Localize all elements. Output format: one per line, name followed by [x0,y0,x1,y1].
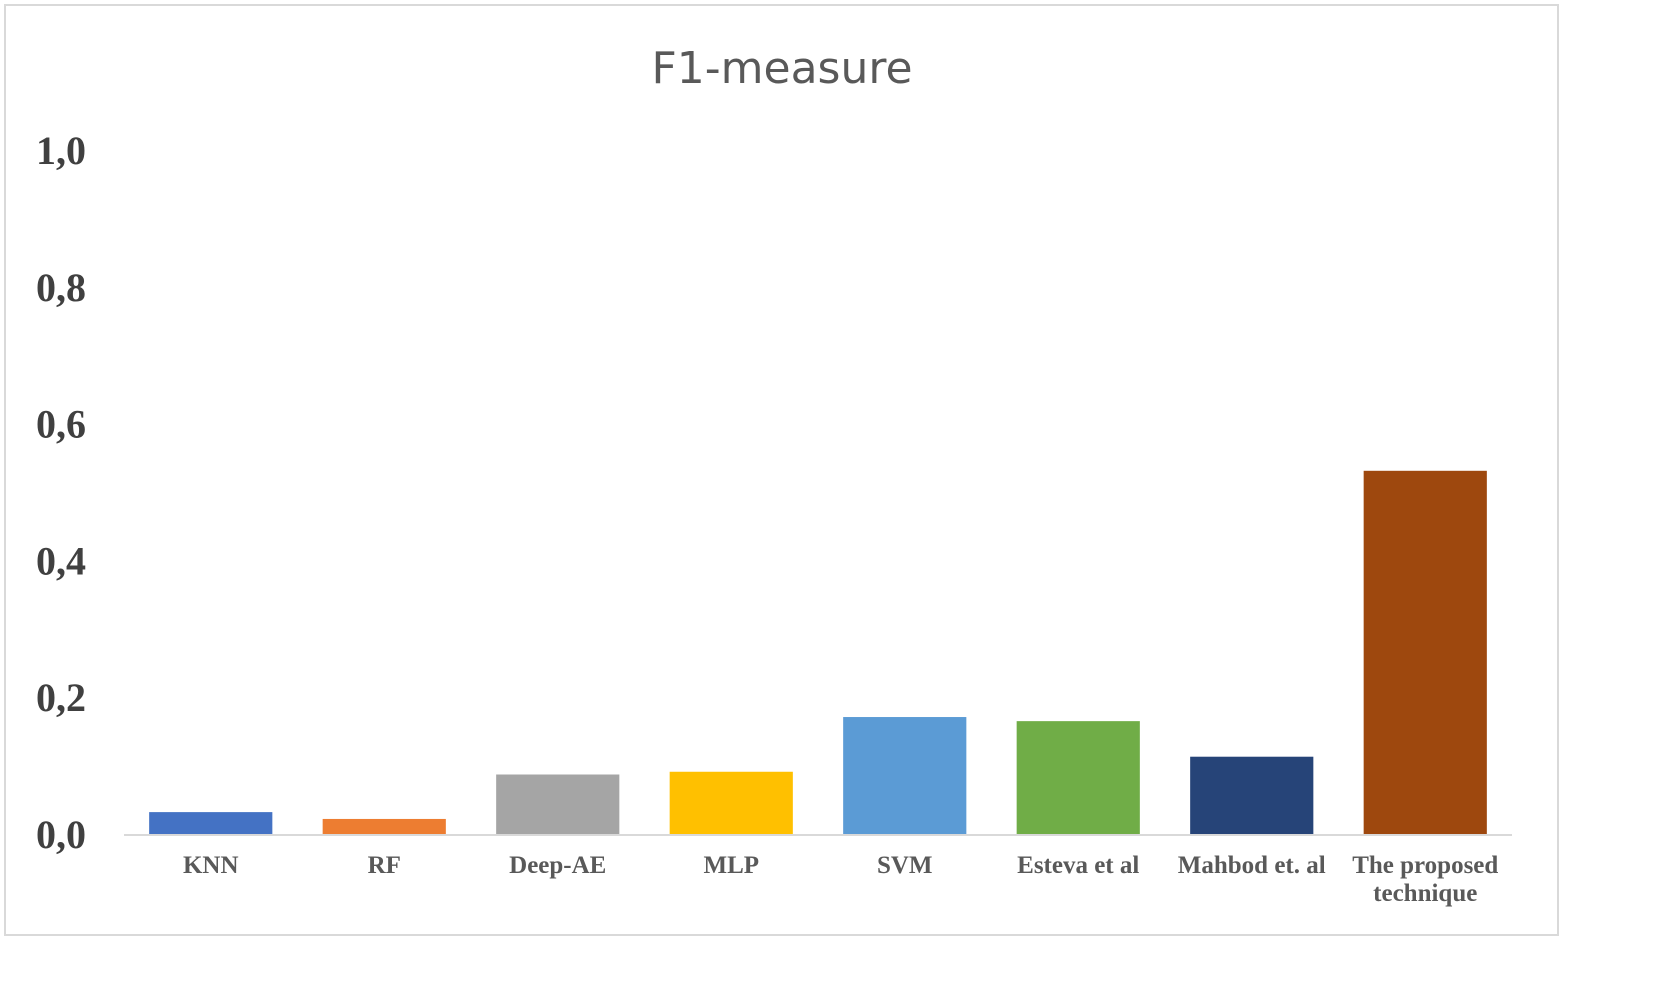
bar-the-proposed-technique [1363,470,1487,834]
y-tick-label: 0,4 [36,538,86,583]
x-tick-label: MLP [703,852,759,879]
bar-deep-ae [496,774,620,834]
bar-mahbod-et-al [1190,756,1314,834]
x-tick-label: Mahbod et. al [1178,852,1326,879]
y-tick-label: 0,8 [36,265,86,310]
y-tick-label: 0,0 [36,812,86,857]
x-tick-label: Deep-AE [509,852,606,879]
x-tick-label: KNN [183,852,239,879]
bar-knn [149,812,273,834]
bar-esteva-et-al [1016,721,1140,834]
y-axis-ticks: 0,0 0,2 0,4 0,6 0,8 1,0 [36,128,86,857]
y-tick-label: 1,0 [36,128,86,173]
bar-mlp [669,771,793,834]
y-tick-label: 0,6 [36,402,86,447]
chart-title: F1-measure [651,43,912,94]
bar-svm [843,717,967,834]
x-axis-labels: KNN RF Deep-AE MLP SVM Esteva et al Mahbod et.… [183,852,1498,907]
x-tick-label: Esteva et al [1017,852,1139,879]
x-tick-label: RF [368,852,401,879]
x-tick-label: The proposed [1352,852,1498,879]
y-tick-label: 0,2 [36,675,86,720]
bar-rf [322,818,446,834]
x-tick-label: SVM [877,852,933,879]
x-tick-label: technique [1373,880,1477,907]
bars [149,470,1487,834]
